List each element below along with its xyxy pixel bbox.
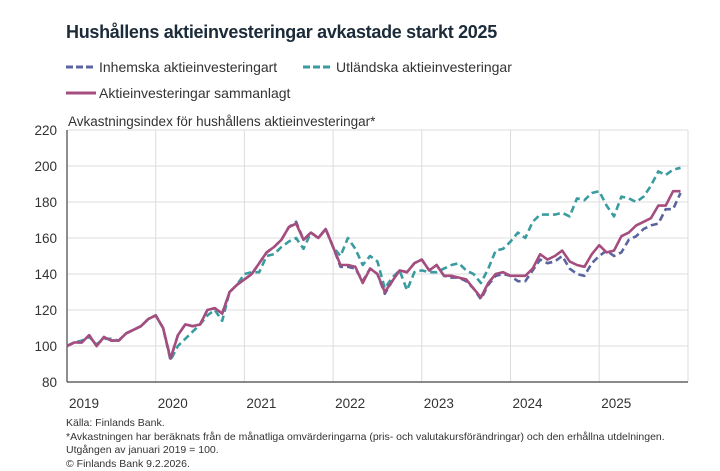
legend-swatch-total-icon bbox=[66, 91, 96, 95]
legend-label-domestic: Inhemska aktieinvesteringart bbox=[99, 59, 278, 75]
legend-swatch-foreign-icon bbox=[303, 65, 333, 69]
legend-label-total: Aktieinvesteringar sammanlagt bbox=[99, 85, 291, 101]
footer: Källa: Finlands Bank. *Avkastningen har … bbox=[66, 417, 665, 471]
series-line-domestic bbox=[66, 192, 682, 360]
y-tick-label: 160 bbox=[34, 231, 57, 246]
x-tick-label: 2020 bbox=[158, 396, 188, 411]
footer-base: Utgången av januari 2019 = 100. bbox=[66, 444, 219, 456]
legend-swatch-domestic-icon bbox=[66, 65, 96, 69]
footer-copyright: © Finlands Bank 9.2.2026. bbox=[66, 457, 190, 470]
y-tick-label: 120 bbox=[34, 303, 57, 318]
x-tick-label: 2022 bbox=[335, 396, 365, 411]
y-tick-label: 80 bbox=[42, 375, 57, 390]
y-tick-label: 180 bbox=[34, 195, 57, 210]
footer-source: Källa: Finlands Bank. bbox=[66, 417, 165, 429]
x-tick-label: 2023 bbox=[424, 396, 454, 411]
y-tick-label: 140 bbox=[34, 267, 57, 282]
y-tick-label: 200 bbox=[34, 159, 57, 174]
x-tick-label: 2025 bbox=[601, 396, 631, 411]
footer-note: *Avkastningen har beräknats från de måna… bbox=[66, 430, 665, 443]
chart-title: Hushållens aktieinvesteringar avkastade … bbox=[66, 22, 497, 42]
x-tick-label: 2019 bbox=[69, 396, 99, 411]
y-tick-label: 100 bbox=[34, 339, 57, 354]
x-tick-label: 2021 bbox=[246, 396, 276, 411]
y-tick-label: 220 bbox=[34, 123, 57, 138]
series-line-foreign bbox=[66, 166, 681, 362]
series-line-total bbox=[66, 189, 681, 360]
x-tick-label: 2024 bbox=[513, 396, 544, 411]
legend-label-foreign: Utländska aktieinvesteringar bbox=[336, 59, 512, 75]
y-axis-label: Avkastningsindex för hushållens aktieinv… bbox=[68, 114, 376, 129]
legend-item-foreign: Utländska aktieinvesteringar bbox=[303, 59, 512, 75]
legend-item-domestic: Inhemska aktieinvesteringart bbox=[66, 59, 277, 75]
legend-item-total: Aktieinvesteringar sammanlagt bbox=[66, 85, 290, 101]
